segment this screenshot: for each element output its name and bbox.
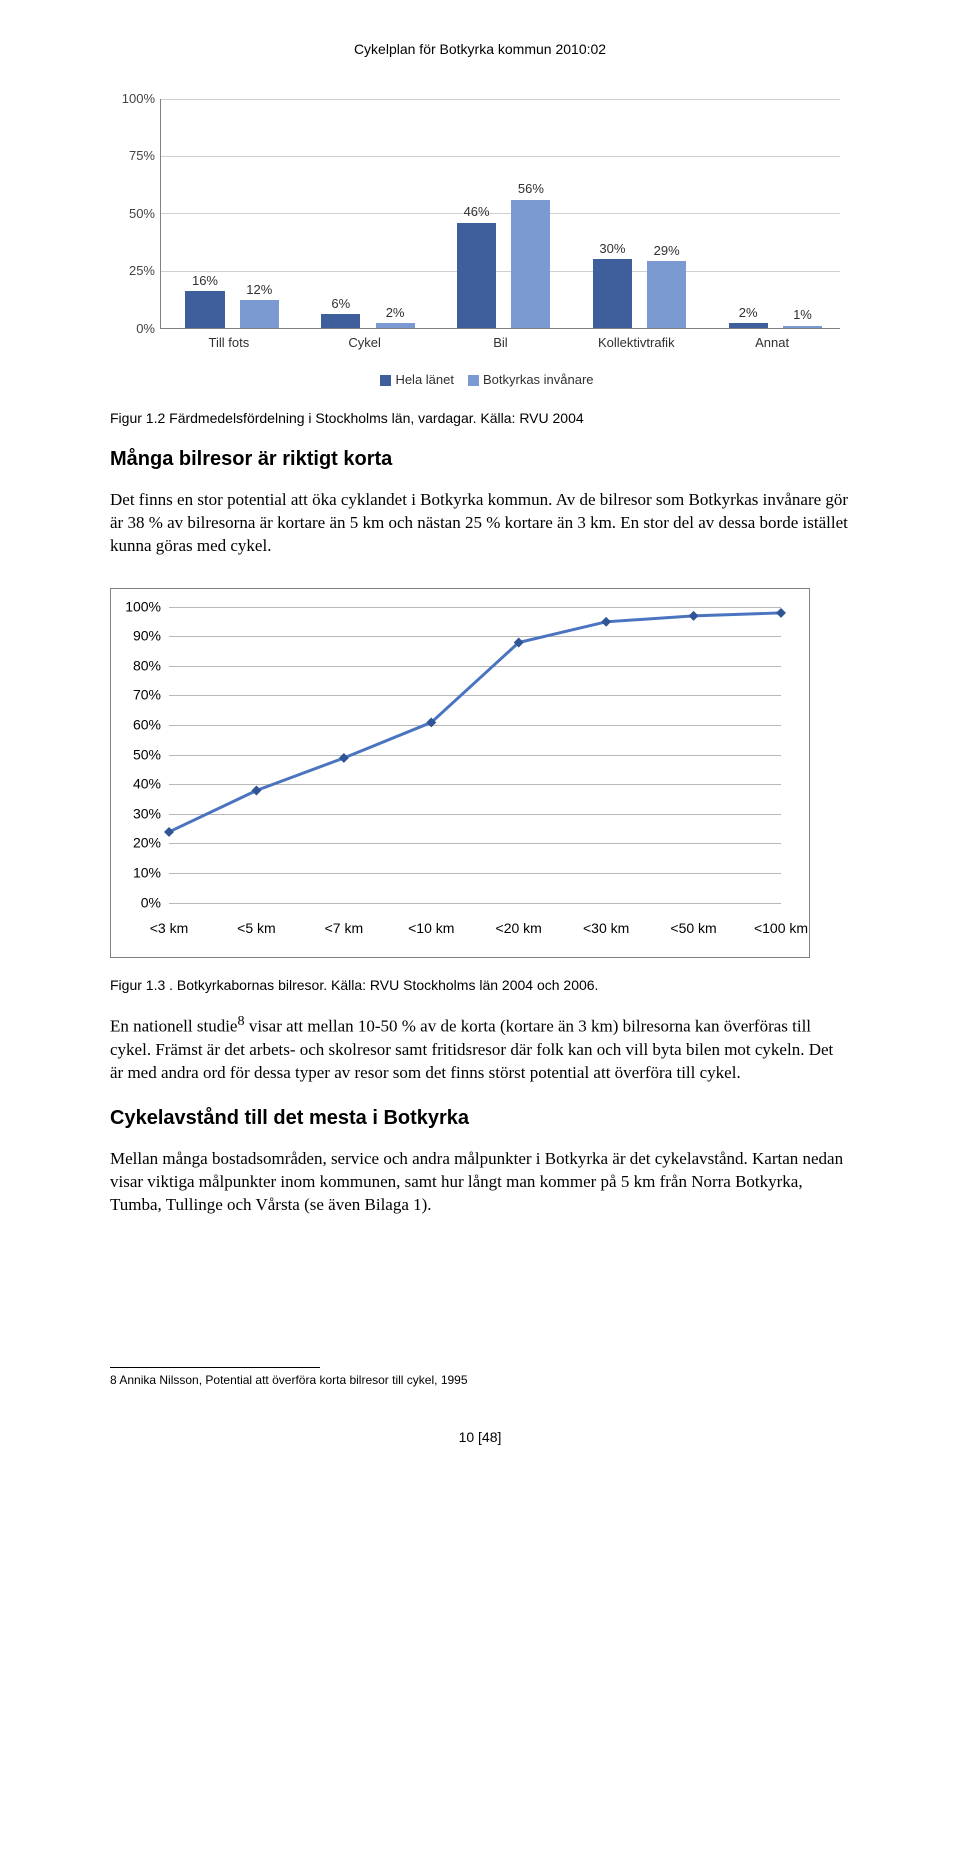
chart2-y-tick: 30% — [133, 804, 169, 823]
chart2-y-tick: 50% — [133, 745, 169, 764]
chart2-x-tick: <20 km — [496, 903, 542, 938]
chart1-category-label: Annat — [718, 328, 827, 352]
page-number: 10 [48] — [110, 1428, 850, 1447]
chart1-bar-value: 46% — [457, 203, 496, 223]
chart2-marker — [776, 608, 786, 618]
chart1-bar: 6% — [321, 314, 360, 328]
chart1-category-label: Bil — [446, 328, 555, 352]
subheading-cycling-distance: Cykelavstånd till det mesta i Botkyrka — [110, 1105, 850, 1132]
chart-trip-distance-cumulative: 0%10%20%30%40%50%60%70%80%90%100%<3 km<5… — [110, 588, 810, 958]
chart1-bar-value: 2% — [729, 304, 768, 324]
chart1-bar: 16% — [185, 291, 224, 328]
chart1-legend-label: Hela länet — [395, 372, 454, 387]
chart2-y-tick: 60% — [133, 716, 169, 735]
chart1-bar-value: 1% — [783, 306, 822, 326]
chart1-bar: 30% — [593, 259, 632, 328]
chart1-bar: 56% — [511, 200, 550, 328]
chart1-bar-value: 2% — [376, 304, 415, 324]
chart1-legend-label: Botkyrkas invånare — [483, 372, 594, 387]
chart1-bar: 12% — [240, 300, 279, 327]
chart1-category-label: Cykel — [310, 328, 419, 352]
chart2-y-tick: 90% — [133, 627, 169, 646]
subheading-short-trips: Många bilresor är riktigt korta — [110, 446, 850, 473]
footnote-ref-8: 8 — [237, 1013, 244, 1029]
chart2-y-tick: 40% — [133, 775, 169, 794]
chart1-bar-value: 12% — [240, 281, 279, 301]
chart2-x-tick: <5 km — [237, 903, 276, 938]
chart2-marker — [339, 753, 349, 763]
chart2-x-tick: <3 km — [150, 903, 189, 938]
chart1-bar: 46% — [457, 223, 496, 328]
chart2-x-tick: <100 km — [754, 903, 808, 938]
chart2-y-tick: 100% — [125, 597, 169, 616]
chart1-bar: 29% — [647, 261, 686, 327]
chart2-y-tick: 10% — [133, 864, 169, 883]
paragraph-distance: Mellan många bostadsområden, service och… — [110, 1148, 850, 1217]
chart1-y-tick: 25% — [110, 263, 155, 281]
figure-1-3-caption: Figur 1.3 . Botkyrkabornas bilresor. Käl… — [110, 976, 850, 995]
chart2-x-tick: <30 km — [583, 903, 629, 938]
footnote-8: 8 Annika Nilsson, Potential att överföra… — [110, 1372, 850, 1388]
chart2-y-tick: 20% — [133, 834, 169, 853]
figure-1-2-caption: Figur 1.2 Färdmedelsfördelning i Stockho… — [110, 409, 850, 428]
chart1-bar-value: 6% — [321, 295, 360, 315]
page-header: Cykelplan för Botkyrka kommun 2010:02 — [110, 40, 850, 59]
chart1-bar-value: 29% — [647, 242, 686, 262]
chart1-category-label: Kollektivtrafik — [582, 328, 691, 352]
chart2-y-tick: 70% — [133, 686, 169, 705]
chart2-line — [169, 613, 781, 832]
chart2-marker — [601, 616, 611, 626]
chart2-y-tick: 80% — [133, 656, 169, 675]
chart1-bar-value: 56% — [511, 180, 550, 200]
chart1-y-tick: 75% — [110, 148, 155, 166]
chart1-y-tick: 50% — [110, 205, 155, 223]
chart1-category-label: Till fots — [175, 328, 284, 352]
chart1-bar-value: 30% — [593, 240, 632, 260]
chart2-x-tick: <50 km — [670, 903, 716, 938]
chart2-x-tick: <7 km — [325, 903, 364, 938]
chart2-marker — [689, 611, 699, 621]
paragraph-national-study: En nationell studie8 visar att mellan 10… — [110, 1012, 850, 1084]
chart2-marker — [251, 785, 261, 795]
chart-transport-modes: 16%12%Till fots6%2%Cykel46%56%Bil30%29%K… — [110, 89, 850, 389]
chart1-y-tick: 0% — [110, 320, 155, 338]
chart1-legend: Hela länet Botkyrkas invånare — [110, 371, 850, 389]
paragraph-potential: Det finns en stor potential att öka cykl… — [110, 489, 850, 558]
chart2-x-tick: <10 km — [408, 903, 454, 938]
chart1-bar-value: 16% — [185, 272, 224, 292]
para2-text-a: En nationell studie — [110, 1017, 237, 1036]
chart1-y-tick: 100% — [110, 90, 155, 108]
